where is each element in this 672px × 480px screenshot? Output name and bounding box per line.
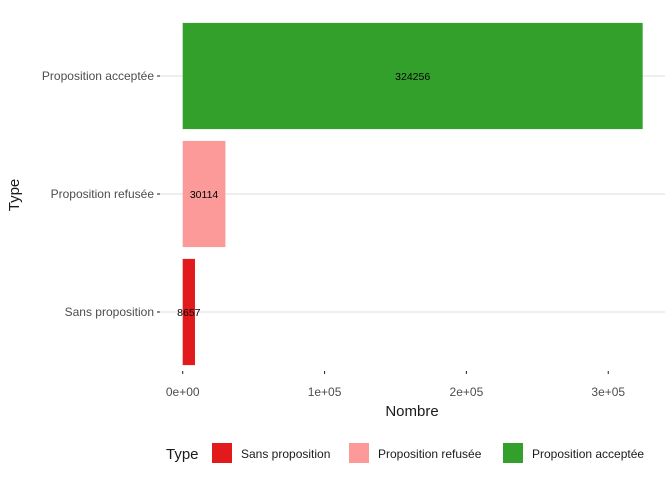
x-tick-label: 2e+05 <box>450 385 484 399</box>
bar <box>182 22 643 130</box>
y-axis-ticks: Sans proposition Proposition refusée Propo… <box>42 69 160 319</box>
x-axis-title: Nombre <box>385 403 438 420</box>
x-axis-ticks: 0e+00 1e+05 2e+05 3e+05 <box>166 371 625 399</box>
y-axis-title: Type <box>6 179 23 212</box>
bars <box>182 22 643 366</box>
x-tick-label: 3e+05 <box>591 385 625 399</box>
legend-key <box>349 443 369 463</box>
y-tick-label: Proposition refusée <box>51 187 155 201</box>
data-labels: 8657 30114 324256 <box>177 71 430 319</box>
legend-label: Proposition acceptée <box>532 447 644 461</box>
y-tick-label: Sans proposition <box>65 305 154 319</box>
data-label: 8657 <box>177 307 201 319</box>
legend-label: Proposition refusée <box>378 447 482 461</box>
y-tick-label: Proposition acceptée <box>42 69 154 83</box>
legend-title: Type <box>166 446 199 463</box>
bar <box>182 258 195 366</box>
x-tick-label: 1e+05 <box>308 385 342 399</box>
bar <box>182 140 226 248</box>
data-label: 30114 <box>190 189 219 201</box>
legend-label: Sans proposition <box>241 447 330 461</box>
legend-key <box>503 443 523 463</box>
legend: Type Sans proposition Proposition refusée… <box>166 443 644 463</box>
data-label: 324256 <box>395 71 430 83</box>
x-tick-label: 0e+00 <box>166 385 200 399</box>
legend-key <box>212 443 232 463</box>
